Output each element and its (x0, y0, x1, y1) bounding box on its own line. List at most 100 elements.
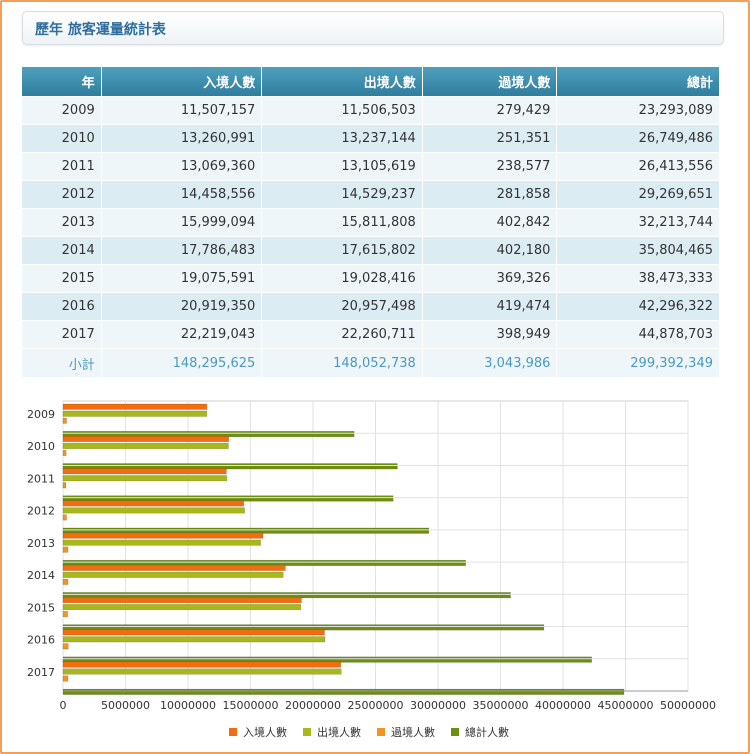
cell-total: 23,293,089 (556, 96, 720, 125)
category-label: 2010 (27, 440, 55, 453)
cell-transit: 369,326 (422, 264, 558, 293)
bar-2010-series-0 (62, 435, 230, 442)
x-tick-label: 50000000 (660, 699, 716, 712)
bar-2016-series-0 (62, 629, 325, 636)
cell-total: 44,878,703 (556, 320, 720, 349)
bar-2011-series-1 (62, 475, 228, 482)
column-header-total: 總計 (556, 67, 720, 97)
category-label: 2014 (27, 569, 55, 582)
cell-arrivals: 22,219,043 (101, 320, 263, 349)
bar-2013-series-2 (62, 546, 69, 553)
bar-2016-series-2 (62, 643, 69, 650)
category-label: 2012 (27, 505, 55, 518)
legend-label: 總計人數 (465, 725, 509, 739)
column-header-arrivals: 入境人數 (101, 67, 263, 97)
bar-2017-series-1 (62, 668, 342, 675)
cell-departures: 19,028,416 (261, 264, 423, 293)
x-tick-label: 30000000 (410, 699, 466, 712)
cell-transit: 402,842 (422, 208, 558, 237)
cell-arrivals: 20,919,350 (101, 292, 263, 321)
bar-2010-series-1 (62, 442, 229, 449)
cell-transit: 251,351 (422, 124, 558, 153)
cell-departures: 22,260,711 (261, 320, 423, 349)
column-header-departures: 出境人數 (261, 67, 423, 97)
bar-2010-series-2 (62, 449, 67, 456)
cell-arrivals: 14,458,556 (101, 180, 263, 209)
category-label: 2009 (27, 408, 55, 421)
category-label: 2017 (27, 666, 55, 679)
x-tick-label: 5000000 (101, 699, 150, 712)
bar-2012-series-2 (62, 514, 67, 521)
cell-arrivals: 13,260,991 (101, 124, 263, 153)
bar-2017-series-2 (62, 675, 69, 682)
cell-transit: 398,949 (422, 320, 558, 349)
cell-arrivals: 15,999,094 (101, 208, 263, 237)
cell-departures: 13,237,144 (261, 124, 423, 153)
cell-year: 2017 (22, 320, 102, 349)
cell-year: 2014 (22, 236, 102, 265)
table-row: 2015 19,075,591 19,028,416 369,326 38,473,33… (22, 264, 720, 293)
table-row: 2017 22,219,043 22,260,711 398,949 44,878,70… (22, 320, 720, 349)
bar-2014-series-1 (62, 571, 284, 578)
cell-arrivals: 19,075,591 (101, 264, 263, 293)
total-cell-departures: 148,052,738 (261, 348, 423, 377)
table-total-row: 小計 148,295,625 148,052,738 3,043,986 299,392… (22, 348, 720, 377)
cell-departures: 11,506,503 (261, 96, 423, 125)
x-tick-label: 10000000 (160, 699, 216, 712)
table-row: 2013 15,999,094 15,811,808 402,842 32,213,74… (22, 208, 720, 237)
cell-transit: 281,858 (422, 180, 558, 209)
table-row: 2010 13,260,991 13,237,144 251,351 26,749,48… (22, 124, 720, 153)
cell-arrivals: 13,069,360 (101, 152, 263, 181)
page-title: 歷年 旅客運量統計表 (35, 22, 166, 38)
cell-year: 2011 (22, 152, 102, 181)
table-row: 2009 11,507,157 11,506,503 279,429 23,293,08… (22, 96, 720, 125)
x-tick-label: 35000000 (473, 699, 529, 712)
cell-total: 26,413,556 (556, 152, 720, 181)
bar-2015-series-0 (62, 597, 302, 604)
column-header-transit: 過境人數 (422, 67, 558, 97)
table-row: 2014 17,786,483 17,615,802 402,180 35,804,46… (22, 236, 720, 265)
bar-2009-series-0 (62, 403, 208, 410)
cell-year: 2016 (22, 292, 102, 321)
bar-2013-series-0 (62, 532, 264, 539)
bar-2017-series-0 (62, 661, 341, 668)
x-tick-label: 20000000 (285, 699, 341, 712)
cell-year: 2013 (22, 208, 102, 237)
cell-arrivals: 17,786,483 (101, 236, 263, 265)
column-header-year: 年 (22, 67, 102, 97)
bar-2016-series-1 (62, 636, 326, 643)
legend-swatch (303, 728, 311, 736)
total-cell-year: 小計 (22, 348, 102, 377)
cell-transit: 279,429 (422, 96, 558, 125)
category-label: 2013 (27, 537, 55, 550)
legend-label: 出境人數 (317, 725, 361, 739)
cell-total: 29,269,651 (556, 180, 720, 209)
bar-2012-series-0 (62, 500, 244, 507)
x-tick-label: 25000000 (348, 699, 404, 712)
bar-chart: 0 5000000 10000000 15000000 20000000 25000000… (22, 391, 720, 746)
legend-swatch (229, 728, 237, 736)
bar-2015-series-1 (62, 604, 302, 611)
cell-transit: 238,577 (422, 152, 558, 181)
cell-total: 26,749,486 (556, 124, 720, 153)
category-label: 2015 (27, 601, 55, 614)
cell-year: 2012 (22, 180, 102, 209)
title-bar: 歷年 旅客運量統計表 (22, 11, 724, 45)
cell-departures: 20,957,498 (261, 292, 423, 321)
cell-total: 35,804,465 (556, 236, 720, 265)
cell-departures: 17,615,802 (261, 236, 423, 265)
x-tick-label: 45000000 (598, 699, 654, 712)
cell-total: 38,473,333 (556, 264, 720, 293)
table-row: 2012 14,458,556 14,529,237 281,858 29,269,65… (22, 180, 720, 209)
category-label: 2016 (27, 634, 55, 647)
cell-transit: 419,474 (422, 292, 558, 321)
bar-2014-series-2 (62, 578, 69, 585)
cell-departures: 14,529,237 (261, 180, 423, 209)
bar-2013-series-1 (62, 539, 261, 546)
cell-total: 32,213,744 (556, 208, 720, 237)
cell-departures: 15,811,808 (261, 208, 423, 237)
legend-swatch (451, 728, 459, 736)
x-tick-label: 40000000 (535, 699, 591, 712)
cell-year: 2010 (22, 124, 102, 153)
